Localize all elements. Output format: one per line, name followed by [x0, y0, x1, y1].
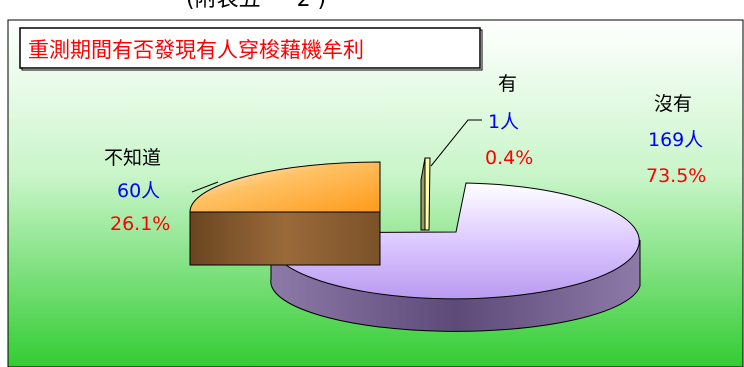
- chart-title: 重測期間有否發現有人穿梭藉機牟利: [28, 38, 364, 62]
- pie-slice-none-top: [268, 182, 640, 300]
- leader-line-yes: [430, 119, 482, 167]
- label-unknown-count: 60人: [117, 180, 160, 202]
- page-header-fragment: (附表五 － 2 ): [186, 0, 326, 12]
- title-box: [19, 27, 481, 69]
- label-none-name: 沒有: [654, 93, 692, 115]
- label-none-count: 169人: [648, 129, 703, 151]
- label-yes-count: 1人: [488, 111, 519, 133]
- pie-slice-yes-side: [420, 157, 426, 231]
- label-unknown-name: 不知道: [104, 147, 161, 169]
- pie-slice-yes-top: [424, 157, 431, 231]
- label-none-percent: 73.5%: [646, 165, 706, 187]
- pie-slice-none: [268, 182, 641, 332]
- pie-slice-yes: [420, 157, 431, 231]
- pie-slice-unknown: [189, 161, 381, 266]
- label-unknown-percent: 26.1%: [110, 213, 170, 235]
- pie-slice-unknown-top: [189, 161, 381, 213]
- leader-line-unknown: [191, 181, 219, 193]
- label-yes-name: 有: [498, 73, 517, 95]
- label-yes-percent: 0.4%: [485, 147, 533, 169]
- pie-slice-unknown-side: [189, 211, 381, 266]
